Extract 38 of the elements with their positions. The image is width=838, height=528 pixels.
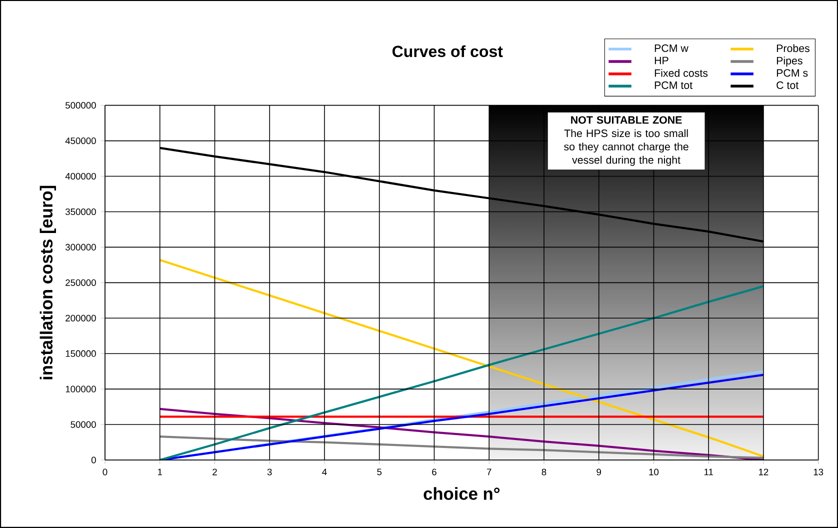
x-tick-label: 6 [432,468,436,476]
x-tick-label: 13 [814,468,824,476]
y-tick-label: 200000 [66,314,96,322]
x-tick-label: 9 [596,468,602,476]
legend-label: Probes [776,44,810,52]
y-tick-label: 250000 [66,279,96,286]
x-axis-title: choice n° [424,487,500,500]
x-tick-label: 5 [377,468,382,476]
x-tick-label: 1 [158,468,162,476]
y-axis-title: installation costs [euro] [40,186,56,380]
y-tick-label: 0 [91,456,96,464]
x-tick-label: 2 [212,468,217,476]
x-tick-label: 12 [758,468,768,476]
legend-label: PCM s [776,69,808,77]
y-tick-label: 100000 [66,386,96,392]
chart-title: Curves of cost [392,45,503,58]
band-label: NOT SUITABLE ZONE The HPS size is too small so they cannot charge the vessel during the night [564,116,688,166]
x-tick-label: 3 [267,468,272,476]
legend-label: Pipes [776,56,802,67]
x-tick-label: 4 [322,468,327,476]
y-tick-label: 450000 [65,138,96,144]
y-tick-label: 50000 [70,421,96,428]
legend-label: C tot [776,81,799,89]
y-tick-label: 300000 [66,244,96,250]
y-tick-label: 400000 [65,172,96,180]
x-tick-label: 8 [542,468,546,476]
legend-label: Fixed costs [654,69,708,77]
legend-label: PCM w [654,44,688,52]
y-tick-label: 500000 [66,102,96,109]
y-tick-label: 150000 [66,350,96,357]
x-tick-label: 0 [102,468,108,476]
y-tick-label: 350000 [66,208,96,216]
x-tick-label: 11 [704,468,713,476]
x-tick-label: 10 [649,468,659,476]
line-series [158,408,765,460]
x-tick-label: 7 [486,468,492,476]
legend-label: PCM tot [654,81,692,89]
legend-label: HP [654,56,668,64]
